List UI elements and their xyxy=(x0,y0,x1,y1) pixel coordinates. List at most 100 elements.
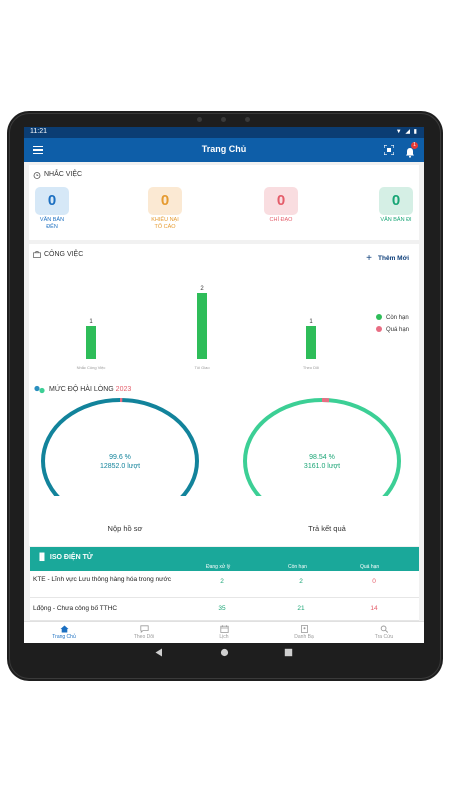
table-row[interactable]: KTE - Lĩnh vực Lưu thông hàng hóa trong … xyxy=(30,571,419,598)
iso-cell-overdue: 14 xyxy=(370,605,378,612)
chart-bar xyxy=(197,293,207,359)
iso-col-ontime: Còn hạn xyxy=(288,564,307,570)
alarm-clock-icon xyxy=(33,172,41,179)
iso-table: KTE - Lĩnh vực Lưu thông hàng hóa trong … xyxy=(30,571,419,623)
back-icon[interactable] xyxy=(155,648,163,657)
chart-category-label: Nhắc Công Việc xyxy=(77,365,106,370)
nav-label: Lịch xyxy=(219,634,229,640)
ring-percent: 98.54 % xyxy=(309,454,335,461)
nav-label: Theo Dõi xyxy=(133,634,155,640)
contacts-icon xyxy=(300,625,308,633)
briefcase-icon xyxy=(33,251,41,258)
iso-col-overdue: Quá hạn xyxy=(360,564,380,570)
reminder-count: 0 xyxy=(35,187,69,215)
reminder-tile-outgoing[interactable]: 0 VĂN BẢN ĐI xyxy=(379,187,413,224)
system-navigation-bar xyxy=(24,643,424,662)
add-new-label: Thêm Mới xyxy=(378,255,409,262)
reminders-card: NHẮC VIỆC 0 VĂN BẢN ĐẾN 0 KHIẾU NẠI TỐ C… xyxy=(29,165,419,240)
nav-calendar[interactable]: Lịch xyxy=(194,625,254,640)
iso-cell-ontime: 21 xyxy=(297,605,305,612)
iso-col-processing: Đang xử lý xyxy=(206,564,231,570)
work-title: CÔNG VIỆC xyxy=(44,251,84,258)
page-title: Trang Chủ xyxy=(201,144,247,154)
iso-cell-ontime: 2 xyxy=(299,578,303,585)
tablet-edge xyxy=(9,113,441,679)
ring-count: 3161.0 lượt xyxy=(304,463,340,470)
ring-count: 12852.0 lượt xyxy=(100,463,140,470)
nav-follow[interactable]: Theo Dõi xyxy=(114,625,174,640)
chart-data-label: 1 xyxy=(309,319,313,325)
status-bar: 11:21 ▼ ◢ ▮ xyxy=(24,127,424,138)
sensor-dot xyxy=(197,117,202,122)
nav-label: Trang Chủ xyxy=(52,634,76,640)
status-time: 11:21 xyxy=(30,128,47,135)
chart-data-label: 2 xyxy=(200,286,204,292)
chart-bar xyxy=(306,326,316,359)
recents-icon[interactable] xyxy=(284,648,293,657)
work-bar-chart: 1 Nhắc Công Việc 2 Tôi Giao 1 Theo Dõi xyxy=(77,286,320,370)
table-row[interactable]: Lđộng - Chưa công bố TTHC 35 21 14 xyxy=(30,598,419,621)
iso-title-text: ISO ĐIỆN TỬ xyxy=(49,554,93,561)
satisfaction-title: MỨC ĐỘ HÀI LÒNG 2023 xyxy=(49,386,131,393)
reminder-label: VĂN BẢN ĐẾN xyxy=(39,217,65,230)
reminders-title: NHẮC VIỆC xyxy=(44,171,83,178)
reminder-label: KHIẾU NẠI TỐ CÁO xyxy=(151,217,179,230)
chart-category-label: Tôi Giao xyxy=(194,365,210,370)
reminder-label: CHỈ ĐẠO xyxy=(269,217,293,223)
app-header: Trang Chủ 1 xyxy=(24,138,424,162)
scan-icon[interactable] xyxy=(384,145,394,155)
iso-header: ▐▌ ISO ĐIỆN TỬ Đang xử lý Còn hạn Quá hạn xyxy=(30,547,419,571)
chart-bar xyxy=(86,326,96,359)
reminder-tile-incoming[interactable]: 0 VĂN BẢN ĐẾN xyxy=(35,187,69,231)
iso-cell-overdue: 0 xyxy=(372,578,376,585)
iso-cell-processing: 35 xyxy=(218,605,226,612)
work-card: CÔNG VIỆC + Thêm Mới 1 Nhắc Công Việc 2 Tôi … xyxy=(29,244,419,524)
legend-dot-red-icon xyxy=(376,326,382,332)
ring-caption-result: Trả kết quả xyxy=(308,524,346,533)
iso-row-name: Lđộng - Chưa công bố TTHC xyxy=(33,605,118,612)
ring-captions-area: Nộp hồ sơ Trả kết quả xyxy=(29,496,419,546)
nav-contacts[interactable]: Danh Bạ xyxy=(274,625,334,640)
chart-data-label: 1 xyxy=(89,319,93,325)
reminder-count: 0 xyxy=(264,187,298,215)
notification-badge: 1 xyxy=(411,142,418,149)
add-new-button[interactable]: + Thêm Mới xyxy=(366,253,409,264)
ring-caption-submission: Nộp hồ sơ xyxy=(107,524,143,533)
iso-row-name: KTE - Lĩnh vực Lưu thông hàng hóa trong … xyxy=(33,576,172,583)
nav-label: Danh Bạ xyxy=(294,634,314,640)
reminder-label: VĂN BẢN ĐI xyxy=(380,217,412,223)
nav-lookup[interactable]: Tra Cứu xyxy=(354,625,414,640)
sensor-dot xyxy=(245,117,250,122)
bar-chart-icon: ▐▌ xyxy=(37,554,47,561)
reminder-tile-directives[interactable]: 0 CHỈ ĐẠO xyxy=(264,187,298,224)
app-screen: 11:21 ▼ ◢ ▮ Trang Chủ 1 NHẮC VIỆC 0 VĂN xyxy=(24,127,424,662)
notification-button[interactable]: 1 xyxy=(405,142,418,158)
chart-category-label: Theo Dõi xyxy=(303,365,319,370)
plus-icon: + xyxy=(366,253,373,264)
legend-dot-green-icon xyxy=(376,314,382,320)
search-icon xyxy=(380,625,388,633)
bell-icon xyxy=(406,148,414,158)
nav-label: Tra Cứu xyxy=(374,634,394,640)
status-icons: ▼ ◢ ▮ xyxy=(395,129,418,135)
reminder-count: 0 xyxy=(148,187,182,215)
bottom-navigation: Trang Chủ Theo Dõi Lịch Danh Bạ Tra Cứu xyxy=(24,621,424,644)
reminder-tiles: 0 VĂN BẢN ĐẾN 0 KHIẾU NẠI TỐ CÁO 0 CHỈ Đ… xyxy=(29,187,419,237)
legend-label: Quá hạn xyxy=(386,327,410,333)
satisfaction-icon xyxy=(34,385,45,394)
legend-label: Còn hạn xyxy=(386,315,409,321)
iso-title: ▐▌ ISO ĐIỆN TỬ xyxy=(37,554,93,561)
reminder-count: 0 xyxy=(379,187,413,215)
reminder-tile-complaints[interactable]: 0 KHIẾU NẠI TỐ CÁO xyxy=(148,187,182,231)
home-button-icon[interactable] xyxy=(220,648,229,657)
satisfaction-year: 2023 xyxy=(115,386,132,393)
legend-on-time: Còn hạn xyxy=(376,314,409,321)
ring-percent: 99.6 % xyxy=(109,454,131,461)
menu-icon[interactable] xyxy=(33,146,43,155)
home-icon xyxy=(60,625,68,633)
chat-icon xyxy=(139,625,149,633)
legend-overdue: Quá hạn xyxy=(376,326,409,333)
camera-lens xyxy=(221,117,226,122)
satisfaction-label: MỨC ĐỘ HÀI LÒNG xyxy=(49,386,114,393)
nav-home[interactable]: Trang Chủ xyxy=(34,625,94,640)
